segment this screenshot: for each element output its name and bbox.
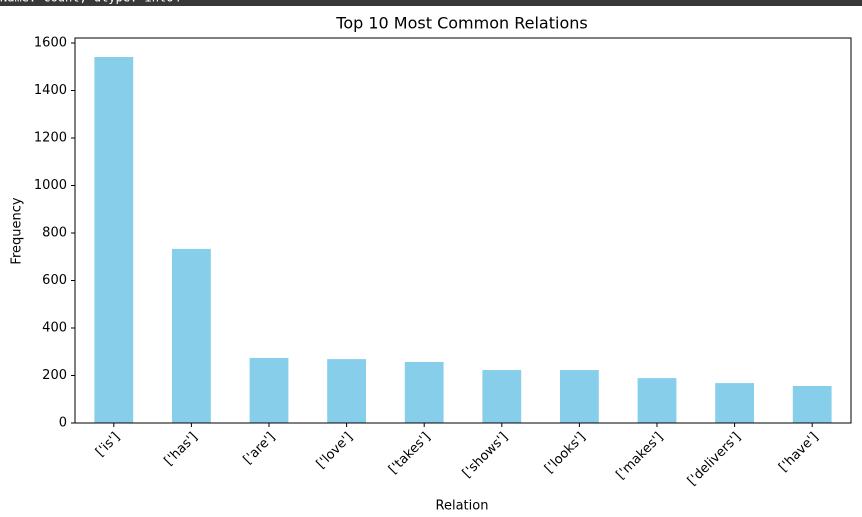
- y-axis-label: Frequency: [10, 197, 25, 264]
- bar: [637, 378, 677, 423]
- y-tick-label: 0: [59, 416, 67, 431]
- chart-title: Top 10 Most Common Relations: [335, 14, 587, 33]
- x-tick-label: ['has']: [162, 430, 201, 469]
- bar: [404, 361, 444, 423]
- y-tick-label: 200: [42, 368, 67, 383]
- x-tick-label: ['takes']: [386, 430, 434, 478]
- y-tick-label: 1400: [34, 83, 67, 98]
- bar: [327, 359, 366, 423]
- x-tick-label: ['love']: [314, 430, 356, 472]
- x-tick-label: ['shows']: [460, 430, 511, 481]
- bar: [172, 248, 211, 423]
- bar: [249, 357, 289, 423]
- x-axis-label: Relation: [436, 499, 489, 514]
- x-tick-label: ['have']: [776, 430, 821, 475]
- y-tick-label: 600: [42, 273, 67, 288]
- output-strip: [0, 0, 862, 6]
- y-tick-label: 400: [42, 320, 67, 335]
- x-tick-label: ['is']: [93, 430, 123, 460]
- bar: [560, 370, 599, 423]
- y-tick-label: 1600: [34, 35, 67, 50]
- x-tick-label: ['makes']: [613, 430, 666, 483]
- y-tick-label: 800: [42, 225, 67, 240]
- bar: [94, 57, 134, 424]
- bar: [715, 383, 754, 423]
- y-tick-label: 1000: [34, 178, 67, 193]
- output-text: Name: count, dtype: int64: [0, 0, 181, 5]
- x-tick-label: ['are']: [241, 430, 279, 468]
- plot-frame: [74, 37, 852, 424]
- x-tick-label: ['delivers']: [685, 430, 744, 489]
- bar: [792, 385, 832, 423]
- x-tick-label: ['looks']: [542, 430, 589, 477]
- y-tick-label: 1200: [34, 130, 67, 145]
- bar: [482, 370, 522, 423]
